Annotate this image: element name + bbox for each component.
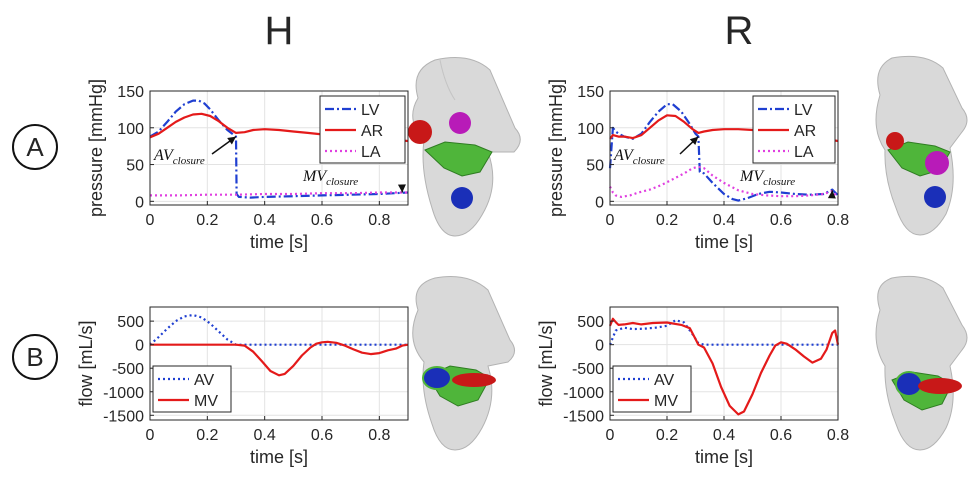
series-line-lv	[608, 103, 839, 202]
heart-model-h-b	[412, 276, 515, 451]
chart-H-pressure: 0 0.2 0.4 0.6 0.8 0 50 100 150 time [s] pressure […	[86, 79, 409, 252]
x-tick-label: 0.8	[368, 212, 390, 229]
annotation-arrowhead	[227, 136, 236, 145]
y-tick-label: 50	[126, 158, 144, 175]
y-tick-label: -1500	[563, 408, 604, 425]
x-tick-label: 0	[146, 427, 155, 444]
series-line-la	[150, 191, 408, 197]
y-axis-label: pressure [mmHg]	[546, 79, 566, 217]
legend-entry-la: LA	[361, 144, 381, 161]
legend-entry-lv: LV	[794, 102, 813, 119]
legend-entry-la: LA	[794, 144, 814, 161]
column-label-h: H	[265, 9, 294, 53]
y-tick-label: 500	[117, 314, 144, 331]
legend-entry-av: AV	[194, 372, 214, 389]
heart-model-r-a	[875, 55, 968, 236]
x-tick-label: 0.8	[827, 212, 849, 229]
legend: LV AR LA	[752, 95, 836, 164]
legend-entry-ar: AR	[361, 123, 383, 140]
x-tick-label: 0.8	[827, 427, 849, 444]
series-line-la	[609, 165, 839, 199]
x-axis-label: time [s]	[695, 447, 753, 467]
y-tick-label: 0	[595, 338, 604, 355]
y-tick-label: 500	[577, 314, 604, 331]
annotation-arrowhead	[689, 136, 699, 146]
y-tick-label: 0	[135, 194, 144, 211]
heart-model-r-b	[875, 275, 968, 451]
y-axis-label: flow [mL/s]	[76, 320, 96, 406]
chart-R-flow: 0 0.2 0.4 0.6 0.8 -1500 -1000 -500 0 500 time [s] f…	[536, 306, 849, 467]
series-line-lv	[149, 99, 409, 199]
x-tick-label: 0	[146, 212, 155, 229]
charts: 0 0.2 0.4 0.6 0.8 0 50 100 150 time [s] pressure […	[76, 79, 849, 467]
legend-entry-mv: MV	[194, 393, 218, 410]
legend: LV AR LA	[319, 95, 406, 164]
x-tick-label: 0.6	[311, 212, 333, 229]
y-tick-label: -500	[112, 361, 144, 378]
y-tick-label: 0	[595, 194, 604, 211]
legend-entry-lv: LV	[361, 102, 380, 119]
legend-box	[612, 365, 692, 413]
x-tick-label: 0.4	[254, 212, 276, 229]
row-label-a-text: A	[26, 132, 44, 162]
y-tick-label: -1000	[103, 385, 144, 402]
series-line-ar	[149, 112, 409, 143]
x-tick-label: 0.4	[254, 427, 276, 444]
heart-model-h-a	[408, 57, 521, 237]
legend: AV MV	[612, 365, 692, 413]
x-tick-label: 0.4	[713, 427, 735, 444]
legend-entry-ar: AR	[794, 123, 816, 140]
x-tick-label: 0.2	[656, 427, 678, 444]
y-tick-label: 0	[135, 338, 144, 355]
y-tick-label: 100	[577, 121, 604, 138]
x-axis-label: time [s]	[250, 232, 308, 252]
x-axis-label: time [s]	[695, 232, 753, 252]
legend-entry-av: AV	[654, 372, 674, 389]
row-label-b: B	[12, 334, 58, 380]
legend: AV MV	[152, 365, 232, 413]
x-tick-label: 0	[606, 212, 615, 229]
y-axis-label: pressure [mmHg]	[86, 79, 106, 217]
row-label-a: A	[12, 124, 58, 170]
x-tick-label: 0.2	[656, 212, 678, 229]
y-tick-label: -500	[572, 361, 604, 378]
legend-entry-mv: MV	[654, 393, 678, 410]
annotation-av-closure: AVclosure	[153, 147, 205, 167]
y-tick-label: -1500	[103, 408, 144, 425]
axes-box	[149, 90, 409, 206]
x-axis-label: time [s]	[250, 447, 308, 467]
y-tick-label: 150	[577, 84, 604, 101]
column-label-r: R	[725, 9, 754, 53]
x-tick-label: 0.6	[770, 427, 792, 444]
y-tick-label: 150	[117, 84, 144, 101]
annotation-mv-closure: MVclosure	[302, 168, 358, 188]
chart-R-pressure: 0 0.2 0.4 0.6 0.8 0 50 100 150 time [s] pressure […	[546, 79, 849, 252]
annotation-arrowhead	[827, 190, 836, 199]
x-tick-label: 0.8	[368, 427, 390, 444]
x-tick-label: 0.6	[770, 212, 792, 229]
chart-H-flow: 0 0.2 0.4 0.6 0.8 -1500 -1000 -500 0 500 time [s] f…	[76, 306, 409, 467]
annotation-av-closure: AVclosure	[613, 147, 665, 167]
x-tick-label: 0.2	[196, 427, 218, 444]
x-tick-label: 0	[606, 427, 615, 444]
annotation-mv-closure: MVclosure	[739, 168, 795, 188]
legend-box	[152, 365, 232, 413]
y-tick-label: 50	[586, 158, 604, 175]
x-tick-label: 0.2	[196, 212, 218, 229]
annotation-arrowhead	[397, 184, 406, 193]
x-tick-label: 0.4	[713, 212, 735, 229]
axes-box	[149, 306, 409, 421]
series-line-mv	[608, 317, 840, 416]
y-axis-label: flow [mL/s]	[536, 320, 556, 406]
series-line-mv	[150, 340, 409, 377]
x-tick-label: 0.6	[311, 427, 333, 444]
y-tick-label: -1000	[563, 385, 604, 402]
row-label-b-text: B	[26, 342, 43, 372]
y-tick-label: 100	[117, 121, 144, 138]
